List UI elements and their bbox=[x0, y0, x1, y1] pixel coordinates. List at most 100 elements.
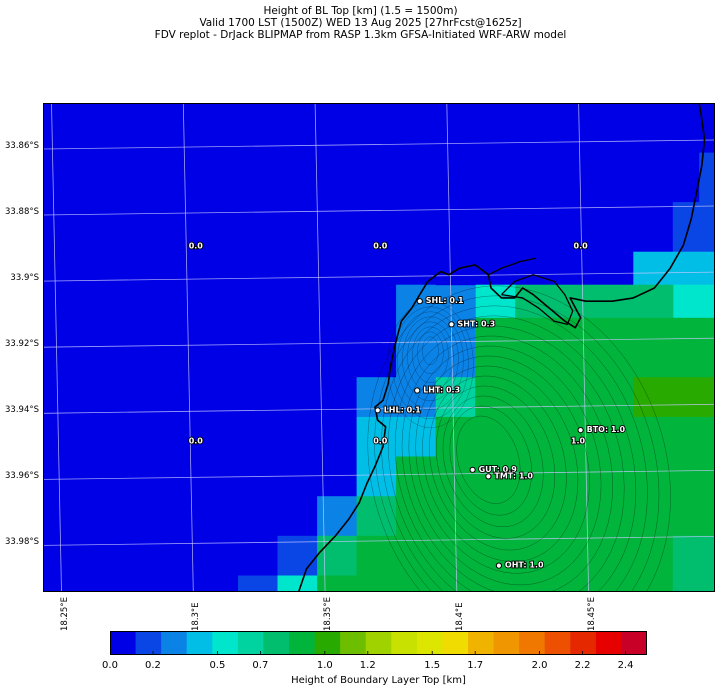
terrain-contour bbox=[449, 405, 532, 516]
bl-cell bbox=[317, 575, 674, 592]
terrain-contour bbox=[402, 316, 459, 402]
graticule bbox=[43, 103, 715, 592]
colorbar-swatch bbox=[468, 631, 494, 655]
colorbar-tick-label: 1.5 bbox=[424, 660, 441, 671]
colorbar-tick-label: 1.7 bbox=[467, 660, 484, 671]
terrain-contour bbox=[401, 335, 613, 592]
terrain-contour bbox=[422, 365, 579, 562]
site-label: SHT: 0.3 bbox=[458, 319, 496, 328]
site-marker bbox=[469, 466, 476, 473]
bl-cell bbox=[475, 317, 516, 378]
colorbar-tick-label: 1.0 bbox=[316, 660, 333, 671]
colorbar-swatch bbox=[161, 631, 188, 655]
bl-cell bbox=[475, 416, 715, 457]
terrain-contour bbox=[392, 306, 469, 420]
bl-cell bbox=[514, 377, 634, 418]
coastline bbox=[297, 103, 706, 592]
site-label: GUT: 0.9 bbox=[479, 465, 518, 474]
colorbar-tick-label: 2.0 bbox=[531, 660, 548, 671]
map-frame bbox=[43, 103, 715, 592]
bl-cell bbox=[435, 456, 476, 497]
site-marker bbox=[448, 321, 455, 328]
bl-cell bbox=[672, 202, 715, 253]
colorbar-swatch bbox=[340, 631, 367, 655]
site-marker bbox=[416, 298, 423, 305]
terrain-contour bbox=[456, 415, 521, 504]
harbour-breakwater bbox=[488, 257, 536, 276]
terrain-contour bbox=[422, 336, 439, 366]
parallel-line bbox=[43, 337, 715, 348]
grid-value-label: 1.0 bbox=[571, 436, 586, 445]
bl-cell bbox=[672, 284, 715, 319]
site-label: LHL: 0.1 bbox=[384, 405, 421, 414]
grid-value-label: 0.0 bbox=[373, 241, 388, 250]
bl-cell bbox=[633, 377, 715, 418]
parallel-line bbox=[43, 271, 715, 282]
colorbar-swatch bbox=[416, 631, 443, 655]
site-label: OHT: 1.0 bbox=[505, 561, 544, 570]
colorbar-swatch bbox=[289, 631, 315, 655]
colorbar-tick-label: 2.4 bbox=[617, 660, 634, 671]
terrain-contour bbox=[367, 285, 671, 592]
site-label: LHT: 0.3 bbox=[423, 386, 460, 395]
parallel-line bbox=[43, 536, 715, 546]
boundary-layer-map: 0.0 0.0 0.0 0.0 0.0 1.0 SHL: 0.1 SHT: 0.3 LHT: … bbox=[43, 103, 715, 592]
coastline-line bbox=[297, 103, 706, 592]
meridian-line bbox=[51, 103, 62, 592]
colorbar-swatch bbox=[570, 631, 597, 655]
terrain-contour bbox=[417, 331, 444, 375]
grid-value-labels: 0.0 0.0 0.0 0.0 0.0 1.0 bbox=[188, 240, 589, 446]
latitude-tick-label: 33.98°S bbox=[5, 537, 39, 548]
longitude-tick-label: 18.25°E bbox=[59, 597, 70, 631]
title-line-2: Valid 1700 LST (1500Z) WED 13 Aug 2025 [… bbox=[199, 17, 522, 29]
bl-cell bbox=[356, 535, 397, 576]
colorbar-swatch bbox=[519, 631, 546, 655]
colorbar-swatch bbox=[135, 631, 162, 655]
grid-value-label: 0.0 bbox=[189, 241, 204, 250]
colorbar-label: Height of Boundary Layer Top [km] bbox=[291, 675, 466, 686]
meridian-line bbox=[182, 103, 194, 592]
bl-cell bbox=[435, 377, 476, 418]
longitude-tick-label: 18.4°E bbox=[454, 602, 465, 631]
colorbar-tick-label: 0.2 bbox=[145, 660, 161, 671]
bl-cell bbox=[238, 575, 278, 592]
site-markers: SHL: 0.1 SHT: 0.3 LHT: 0.3 LHL: 0.1 BTO: 1.0… bbox=[374, 295, 626, 570]
terrain-contour bbox=[435, 385, 556, 539]
terrain-contour bbox=[388, 315, 637, 592]
latitude-tick-label: 33.92°S bbox=[5, 339, 39, 350]
meridian-line bbox=[578, 103, 589, 592]
bl-cell bbox=[475, 456, 715, 497]
longitude-tick-label: 18.45°E bbox=[586, 597, 597, 631]
colorbar-swatch bbox=[544, 631, 571, 655]
latitude-tick-label: 33.88°S bbox=[5, 207, 39, 218]
bl-cell bbox=[672, 575, 715, 592]
terrain-contour bbox=[407, 321, 454, 393]
colorbar-swatch bbox=[212, 631, 239, 655]
parallel-line bbox=[43, 139, 715, 150]
grid-value-label: 0.0 bbox=[373, 436, 388, 445]
latitude-tick-label: 33.9°S bbox=[10, 273, 39, 284]
grid-value-label: 0.0 bbox=[189, 436, 204, 445]
bl-cell bbox=[356, 416, 397, 457]
colorbar-swatch bbox=[314, 631, 341, 655]
bl-cell bbox=[396, 535, 674, 576]
terrain-contour bbox=[412, 326, 449, 384]
terrain-contour bbox=[381, 305, 648, 592]
title-line-3: FDV replot - DrJack BLIPMAP from RASP 1.… bbox=[154, 29, 567, 41]
bl-cell bbox=[435, 496, 715, 537]
bl-cell bbox=[699, 152, 715, 203]
title-line-1: Height of BL Top [km] (1.5 = 1500m) bbox=[263, 5, 458, 17]
bl-cell bbox=[699, 103, 715, 154]
colorbar-swatch bbox=[186, 631, 213, 655]
colorbar-swatch bbox=[237, 631, 264, 655]
bl-cell bbox=[356, 496, 397, 537]
colorbar-swatch bbox=[595, 631, 622, 655]
bl-cell bbox=[396, 416, 437, 457]
colorbar-tick-label: 0.5 bbox=[209, 660, 226, 671]
site-label: TMT: 1.0 bbox=[494, 471, 533, 480]
latitude-tick-label: 33.86°S bbox=[5, 140, 39, 151]
site-marker bbox=[374, 407, 381, 414]
colorbar-tick-label: 0.0 bbox=[102, 660, 118, 671]
bl-cell bbox=[514, 317, 715, 378]
latitude-tick-label: 33.94°S bbox=[5, 405, 39, 416]
